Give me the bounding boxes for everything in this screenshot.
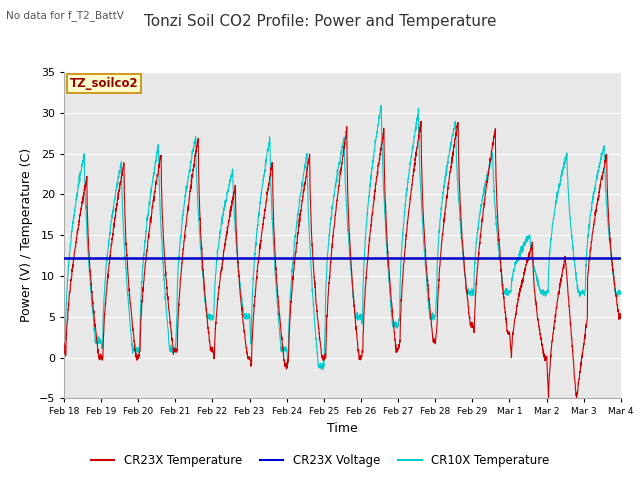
X-axis label: Time: Time <box>327 422 358 435</box>
Text: TZ_soilco2: TZ_soilco2 <box>70 77 138 90</box>
Text: Tonzi Soil CO2 Profile: Power and Temperature: Tonzi Soil CO2 Profile: Power and Temper… <box>144 14 496 29</box>
Legend: CR23X Temperature, CR23X Voltage, CR10X Temperature: CR23X Temperature, CR23X Voltage, CR10X … <box>86 449 554 472</box>
Y-axis label: Power (V) / Temperature (C): Power (V) / Temperature (C) <box>20 148 33 322</box>
Text: No data for f_T2_BattV: No data for f_T2_BattV <box>6 10 124 21</box>
